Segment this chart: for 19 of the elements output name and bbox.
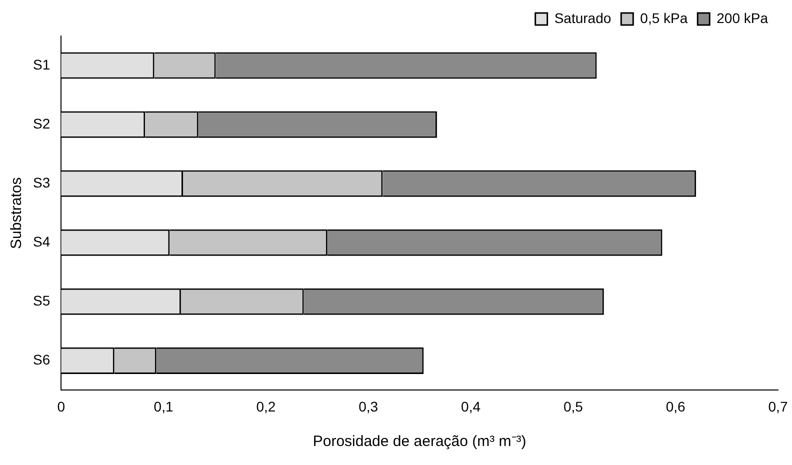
x-axis-title: Porosidade de aeração (m³ m⁻³) (312, 433, 526, 450)
y-axis-title: Substratos (8, 177, 26, 249)
legend-label: Saturado (554, 10, 612, 26)
x-tick-label: 0,1 (154, 398, 174, 414)
x-tick-label: 0,3 (358, 398, 378, 414)
x-tick-label: 0,2 (256, 398, 276, 414)
x-tick-label: 0 (57, 398, 66, 414)
y-tick-label: S5 (33, 292, 50, 309)
x-tick-label: 0,5 (563, 398, 584, 414)
y-tick-label: S2 (33, 115, 50, 132)
legend-label: 0,5 kPa (640, 10, 688, 26)
x-tick-label: 0,7 (768, 398, 788, 414)
y-tick-label: S1 (33, 56, 50, 72)
legend-label: 200 kPa (716, 10, 768, 26)
y-tick-label: S6 (33, 352, 50, 368)
x-tick-label: 0,4 (461, 398, 481, 414)
x-tick-label: 0,6 (666, 398, 686, 414)
y-tick-label: S4 (33, 233, 50, 250)
y-tick-label: S3 (33, 174, 50, 190)
